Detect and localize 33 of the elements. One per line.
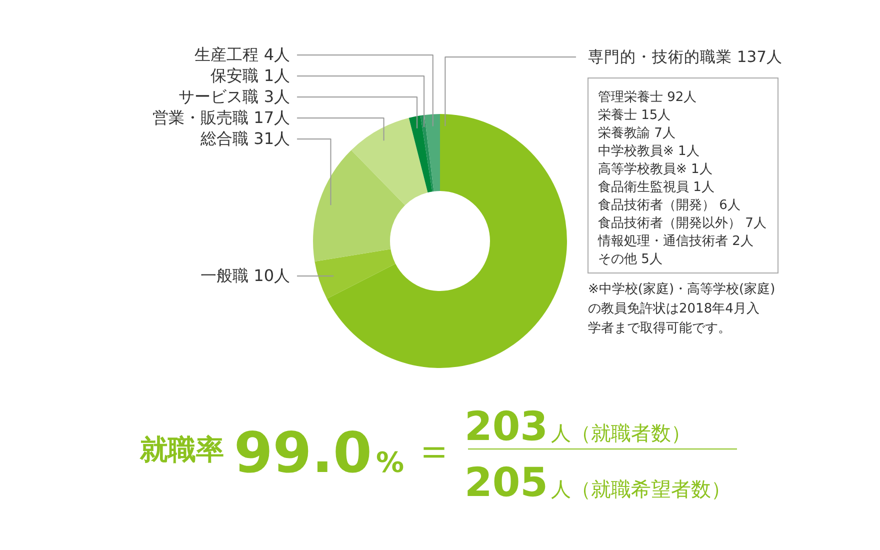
- slice-label: 総合職 31人: [200, 129, 290, 148]
- text: 食品衛生監視員 1人: [598, 180, 714, 195]
- text: ＝: [414, 428, 454, 474]
- slice-label: 専門的・技術的職業 137人: [588, 48, 783, 66]
- text: 栄養士 15人: [598, 108, 671, 123]
- text: 食品技術者（開発以外） 7人: [598, 216, 766, 231]
- donut-slice: [314, 249, 396, 299]
- donut-slice: [326, 114, 567, 368]
- text: 管理栄養士 92人: [598, 90, 697, 105]
- text: 人（就職者数）: [551, 421, 691, 445]
- text: 中学校教員※ 1人: [598, 144, 700, 159]
- text: 高等学校教員※ 1人: [598, 161, 712, 177]
- slice-label: サービス職 3人: [178, 87, 290, 106]
- text: 205: [464, 460, 548, 506]
- text: 99.0: [234, 421, 372, 486]
- donut-slice: [313, 150, 406, 262]
- donut-slice: [424, 114, 440, 192]
- donut-slice: [351, 118, 428, 206]
- text: 食品技術者（開発） 6人: [598, 198, 740, 213]
- slice-label: 保安職 1人: [210, 66, 290, 85]
- text: 栄養教諭 7人: [598, 126, 676, 141]
- text: 就職率: [139, 433, 224, 466]
- text: 情報処理・通信技術者 2人: [597, 234, 754, 249]
- donut-slice: [408, 116, 432, 193]
- text: %: [376, 446, 404, 479]
- slice-label: 一般職 10人: [200, 266, 290, 285]
- text: 人（就職希望者数）: [551, 477, 731, 501]
- slice-label: 営業・販売職 17人: [152, 108, 290, 127]
- text: その他 5人: [598, 252, 662, 267]
- text: ※中学校(家庭)・高等学校(家庭)の教員免許状は2018年4月入学者まで取得可能です。: [588, 281, 776, 336]
- text: 203: [464, 404, 548, 450]
- donut-slice: [420, 114, 434, 192]
- slice-label: 生産工程 4人: [194, 45, 290, 64]
